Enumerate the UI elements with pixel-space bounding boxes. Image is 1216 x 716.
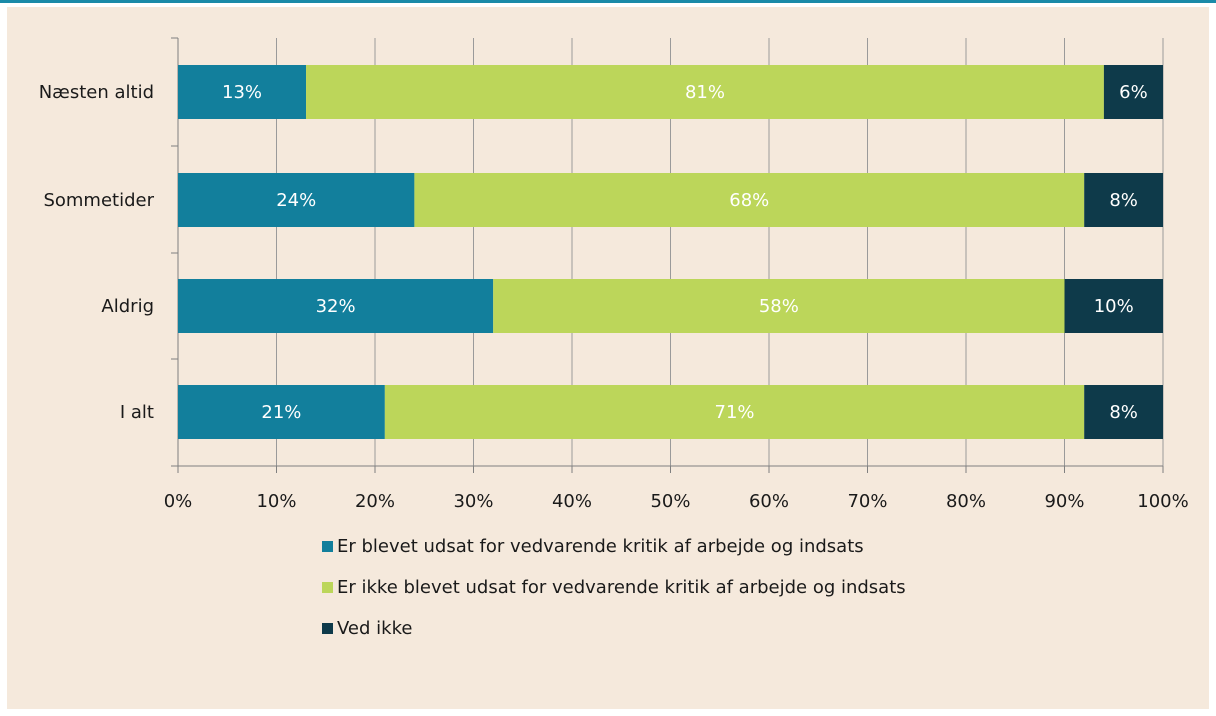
x-tick-label: 60%	[749, 491, 789, 512]
data-label: 8%	[1109, 402, 1138, 423]
data-label: 10%	[1094, 296, 1134, 317]
data-label: 13%	[222, 82, 262, 103]
bar-segment	[306, 65, 1104, 119]
x-tick-label: 90%	[1044, 491, 1084, 512]
legend-label: Ved ikke	[337, 618, 412, 639]
x-tick-label: 50%	[650, 491, 690, 512]
data-label: 71%	[715, 402, 755, 423]
bar-segment	[178, 385, 385, 439]
data-label: 81%	[685, 82, 725, 103]
legend-label: Er ikke blevet udsat for vedvarende krit…	[337, 577, 906, 598]
bar-segment	[414, 173, 1085, 227]
x-tick-label: 20%	[355, 491, 395, 512]
data-label: 6%	[1119, 82, 1148, 103]
chart-background	[7, 7, 1209, 709]
category-label: Næsten altid	[39, 82, 154, 103]
category-label: Sommetider	[43, 190, 154, 211]
category-label: I alt	[120, 402, 154, 423]
x-tick-label: 0%	[164, 491, 193, 512]
x-tick-label: 80%	[946, 491, 986, 512]
category-label: Aldrig	[101, 296, 154, 317]
bar-segment	[1103, 65, 1163, 119]
bar-segment	[178, 279, 494, 333]
x-tick-label: 70%	[847, 491, 887, 512]
data-label: 68%	[729, 190, 769, 211]
bar-segment	[1064, 279, 1163, 333]
x-tick-label: 40%	[552, 491, 592, 512]
legend-swatch	[322, 623, 333, 634]
x-tick-label: 100%	[1137, 491, 1188, 512]
bar-segment	[1084, 173, 1163, 227]
legend-label: Er blevet udsat for vedvarende kritik af…	[337, 536, 864, 557]
data-label: 32%	[316, 296, 356, 317]
x-tick-label: 10%	[256, 491, 296, 512]
data-label: 21%	[261, 402, 301, 423]
data-label: 8%	[1109, 190, 1138, 211]
legend-swatch	[322, 541, 333, 552]
bar-segment	[178, 65, 307, 119]
x-tick-label: 30%	[453, 491, 493, 512]
data-label: 24%	[276, 190, 316, 211]
top-accent-line	[0, 0, 1216, 3]
bar-segment	[1084, 385, 1163, 439]
data-label: 58%	[759, 296, 799, 317]
bar-segment	[384, 385, 1085, 439]
bar-segment	[178, 173, 415, 227]
bar-segment	[493, 279, 1065, 333]
legend-swatch	[322, 582, 333, 593]
